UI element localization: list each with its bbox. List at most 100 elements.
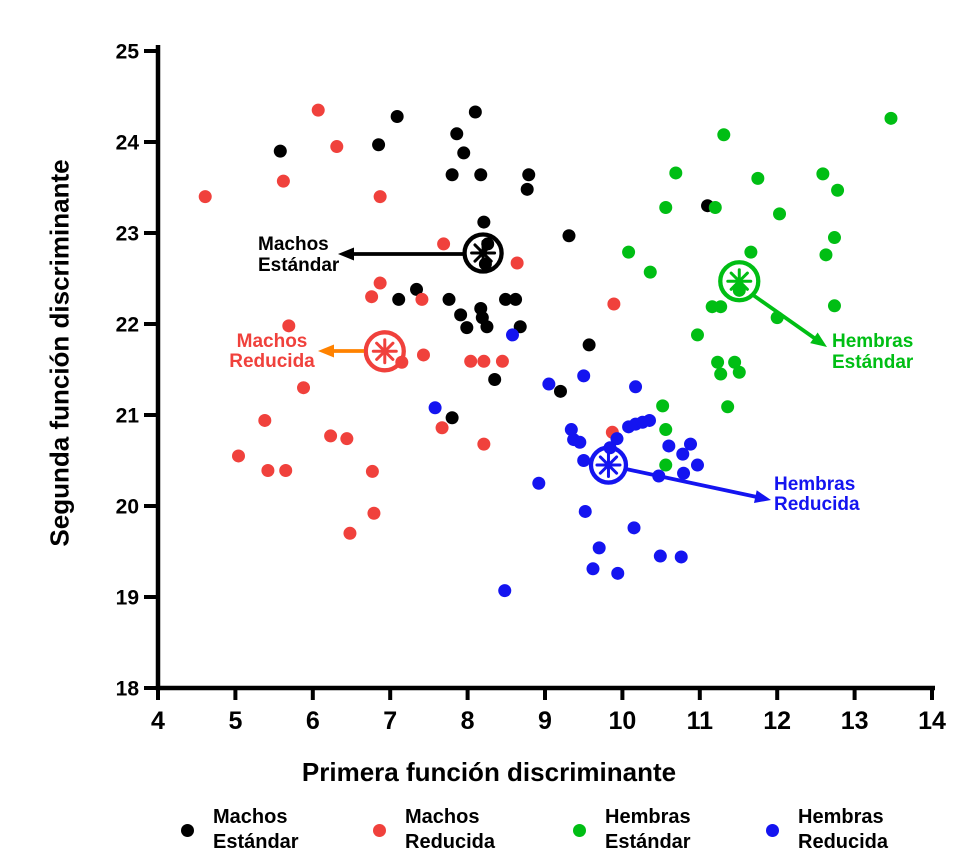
data-point-hembras-reducida: [662, 439, 676, 453]
series-machos-est-ndar: [273, 105, 715, 425]
data-point-machos-est-ndar: [445, 168, 459, 182]
data-point-hembras-est-ndar: [831, 183, 845, 197]
data-point-machos-est-ndar: [410, 282, 424, 296]
data-point-machos-reducida: [343, 526, 357, 540]
data-point-machos-reducida: [415, 292, 429, 306]
centroid-machos-reducida: [363, 330, 406, 373]
legend-swatch-hembras-reducida-icon: [766, 823, 779, 837]
data-point-machos-reducida: [231, 449, 245, 463]
y-tick-label: 23: [116, 223, 139, 246]
centroid-ring-hembras-reducida: [588, 445, 629, 485]
data-point-hembras-est-ndar: [659, 423, 673, 437]
series-machos-reducida: [198, 103, 621, 540]
data-point-machos-reducida: [416, 348, 430, 362]
centroid-machos-est-ndar: [462, 232, 504, 274]
data-point-hembras-est-ndar: [884, 111, 898, 125]
data-point-machos-reducida: [435, 421, 449, 435]
y-tick-label: 24: [116, 132, 140, 155]
legend-label-line: Hembras: [605, 806, 691, 828]
data-point-hembras-reducida: [653, 549, 667, 563]
data-point-machos-est-ndar: [372, 138, 386, 152]
data-point-hembras-est-ndar: [669, 166, 683, 180]
annotation-label-machos-reducida: Machos: [237, 331, 308, 352]
data-point-machos-reducida: [495, 354, 509, 368]
legend-swatch-machos-estandar-icon: [181, 823, 194, 837]
data-point-hembras-reducida: [674, 550, 688, 564]
data-point-machos-reducida: [297, 381, 311, 395]
legend-item-hembras-reducida: Hembras Reducida: [766, 805, 888, 855]
data-point-machos-est-ndar: [480, 320, 494, 334]
data-point-hembras-reducida: [690, 458, 704, 472]
data-point-hembras-reducida: [611, 566, 625, 580]
centroid-asterisk-hembras-est-ndar: [729, 271, 749, 291]
centroid-ring-machos-reducida: [363, 330, 406, 373]
data-point-machos-est-ndar: [562, 229, 576, 243]
data-point-machos-est-ndar: [488, 373, 502, 387]
legend-label-machos-reducida: Machos Reducida: [405, 805, 495, 855]
data-point-hembras-est-ndar: [827, 231, 841, 245]
legend-label-line: Estándar: [605, 831, 691, 853]
data-point-machos-est-ndar: [445, 411, 459, 425]
data-point-hembras-reducida: [676, 447, 690, 461]
annotation-arrowhead-hembras-reducida: [753, 490, 771, 504]
legend-label-line: Reducida: [405, 831, 496, 853]
data-point-machos-est-ndar: [509, 292, 523, 306]
data-point-machos-est-ndar: [273, 144, 287, 158]
data-point-hembras-reducida: [629, 380, 643, 394]
data-point-hembras-est-ndar: [622, 245, 636, 259]
data-point-hembras-reducida: [505, 328, 519, 342]
data-point-machos-reducida: [340, 432, 354, 446]
data-point-hembras-est-ndar: [643, 265, 657, 279]
data-point-machos-reducida: [311, 103, 325, 117]
legend-label-hembras-reducida: Hembras Reducida: [798, 805, 888, 855]
legend-item-machos-reducida: Machos Reducida: [373, 805, 495, 855]
data-point-hembras-est-ndar: [708, 201, 722, 215]
centroid-asterisk-hembras-reducida: [598, 455, 619, 475]
data-point-machos-reducida: [437, 237, 451, 251]
data-point-hembras-reducida: [610, 432, 624, 446]
annotation-arrowhead-hembras-est-ndar: [810, 332, 827, 347]
annotation-label-hembras-est-ndar: Estándar: [832, 352, 914, 373]
data-point-hembras-est-ndar: [816, 167, 830, 181]
x-axis-title: Primera función discriminante: [301, 757, 677, 787]
data-point-hembras-est-ndar: [721, 400, 735, 414]
data-point-machos-reducida: [330, 140, 344, 154]
data-point-hembras-est-ndar: [819, 248, 833, 262]
y-tick-label: 18: [116, 678, 140, 701]
data-point-machos-reducida: [510, 256, 524, 270]
data-point-hembras-est-ndar: [714, 300, 728, 314]
data-point-hembras-est-ndar: [714, 367, 728, 381]
data-point-machos-reducida: [258, 413, 272, 427]
legend-label-line: Machos: [405, 806, 480, 828]
legend-item-machos-estandar: Machos Estándar: [181, 805, 299, 855]
data-point-hembras-est-ndar: [717, 128, 731, 142]
data-point-machos-reducida: [279, 464, 293, 478]
centroid-ring-hembras-est-ndar: [718, 260, 761, 303]
legend-item-hembras-estandar: Hembras Estándar: [573, 805, 691, 855]
data-point-hembras-est-ndar: [656, 399, 670, 413]
data-point-machos-est-ndar: [582, 338, 596, 352]
data-point-hembras-reducida: [577, 369, 591, 383]
legend-label-machos-estandar: Machos Estándar: [213, 805, 299, 855]
data-point-hembras-est-ndar: [751, 171, 765, 185]
annotation-label-hembras-reducida: Reducida: [774, 494, 860, 515]
legend-label-line: Reducida: [798, 831, 889, 853]
data-point-hembras-est-ndar: [744, 245, 758, 259]
data-point-hembras-est-ndar: [732, 365, 746, 379]
data-point-hembras-est-ndar: [827, 299, 841, 313]
data-point-hembras-reducida: [573, 435, 587, 449]
data-point-machos-reducida: [365, 464, 379, 478]
x-tick-label: 14: [918, 707, 946, 735]
data-point-machos-est-ndar: [477, 215, 491, 229]
data-point-hembras-est-ndar: [659, 201, 673, 215]
legend-label-line: Machos: [213, 806, 288, 828]
x-tick-label: 10: [608, 707, 636, 735]
annotation-arrow-hembras-est-ndar: [751, 293, 821, 344]
data-point-hembras-reducida: [428, 401, 442, 415]
data-point-machos-reducida: [365, 290, 379, 304]
data-point-machos-est-ndar: [553, 384, 567, 398]
